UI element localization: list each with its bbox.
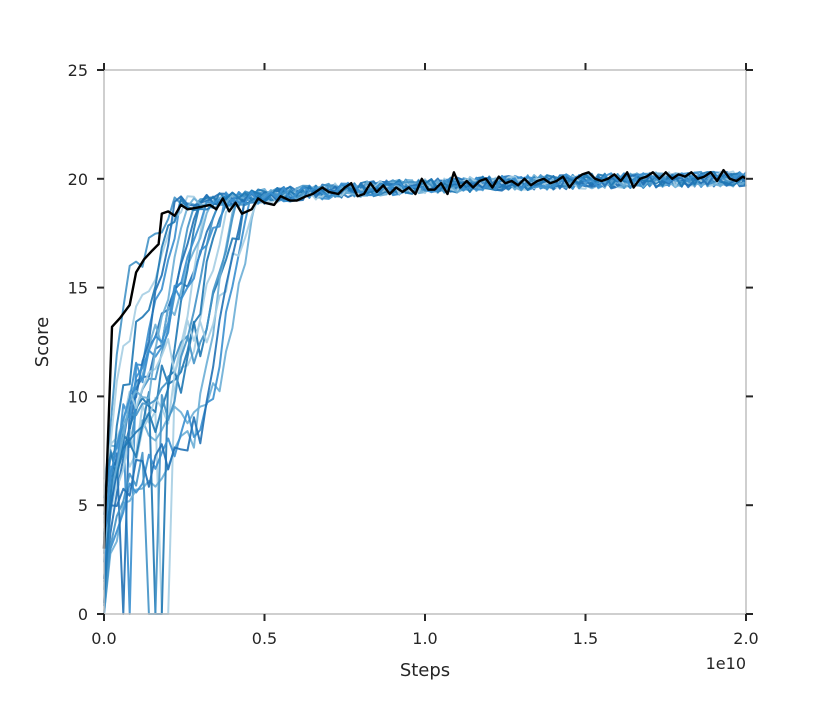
x-axis-label: Steps: [400, 660, 450, 681]
x-tick-label: 2.0: [733, 629, 758, 648]
y-tick-label: 5: [78, 496, 88, 515]
y-tick-label: 10: [68, 387, 88, 406]
y-tick-label: 15: [68, 279, 88, 298]
x-tick-label: 0.5: [252, 629, 277, 648]
x-axis-offset-label: 1e10: [706, 654, 746, 673]
run-line: [103, 171, 747, 480]
run-lines: [103, 170, 747, 615]
y-tick-label: 20: [68, 170, 88, 189]
x-tick-label: 1.0: [412, 629, 437, 648]
run-line: [103, 171, 747, 590]
y-tick-label: 25: [68, 61, 88, 80]
run-line: [103, 171, 747, 543]
y-axis-label: Score: [32, 317, 53, 367]
mean-line: [102, 168, 747, 549]
y-tick-label: 0: [78, 605, 88, 624]
mean-series-line: [102, 168, 747, 549]
tick-labels: 0.0 0.5 1.0 1.5 2.0 0 5 10 15 20 25: [68, 61, 759, 648]
x-tick-label: 0.0: [91, 629, 116, 648]
axis-ticks: [97, 63, 753, 621]
x-tick-label: 1.5: [573, 629, 598, 648]
